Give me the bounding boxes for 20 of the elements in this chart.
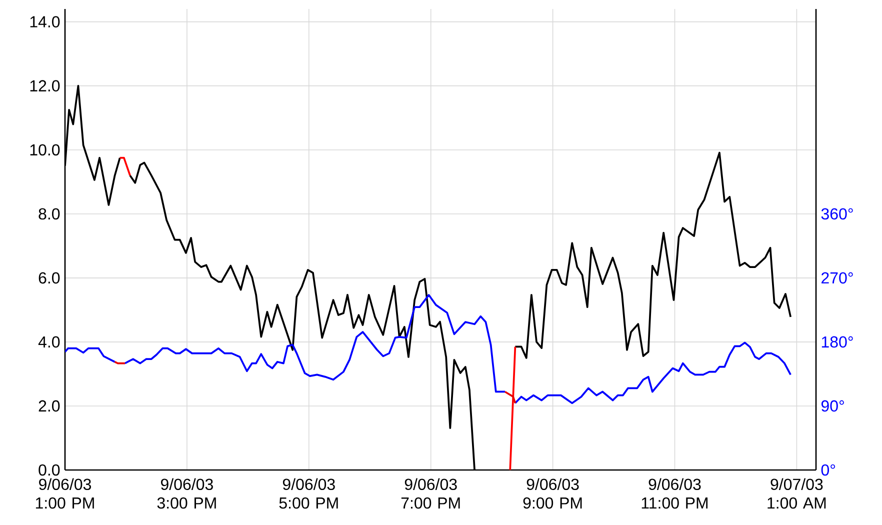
x-tick-label: 9/06/03 1:00 PM (36, 478, 94, 509)
y2-tick-label: 180° (822, 336, 853, 348)
y-tick-label: 6.0 (38, 272, 60, 284)
x-tick-label: 9/06/03 5:00 PM (279, 478, 338, 509)
y-tick-label: 2.0 (38, 400, 60, 412)
y-tick-label: 4.0 (38, 336, 60, 348)
y2-tick-label: 270° (822, 272, 853, 284)
x-tick-label: 9/06/03 3:00 PM (157, 478, 216, 509)
y-tick-label: 12.0 (30, 80, 60, 92)
x-tick-label: 9/06/03 7:00 PM (401, 478, 460, 509)
y-tick-label: 8.0 (38, 208, 60, 220)
y-tick-label: 10.0 (30, 144, 60, 156)
y-tick-label: 14.0 (30, 16, 60, 28)
x-tick-label: 9/07/03 1:00 AM (768, 478, 826, 509)
y-tick-label: 0.0 (38, 464, 60, 476)
y2-tick-label: 0° (821, 464, 836, 476)
y2-tick-label: 90° (821, 400, 844, 412)
y2-tick-label: 360° (821, 208, 853, 220)
x-tick-label: 9/06/03 11:00 PM (642, 478, 708, 509)
x-tick-label: 9/06/03 9:00 PM (523, 478, 582, 509)
